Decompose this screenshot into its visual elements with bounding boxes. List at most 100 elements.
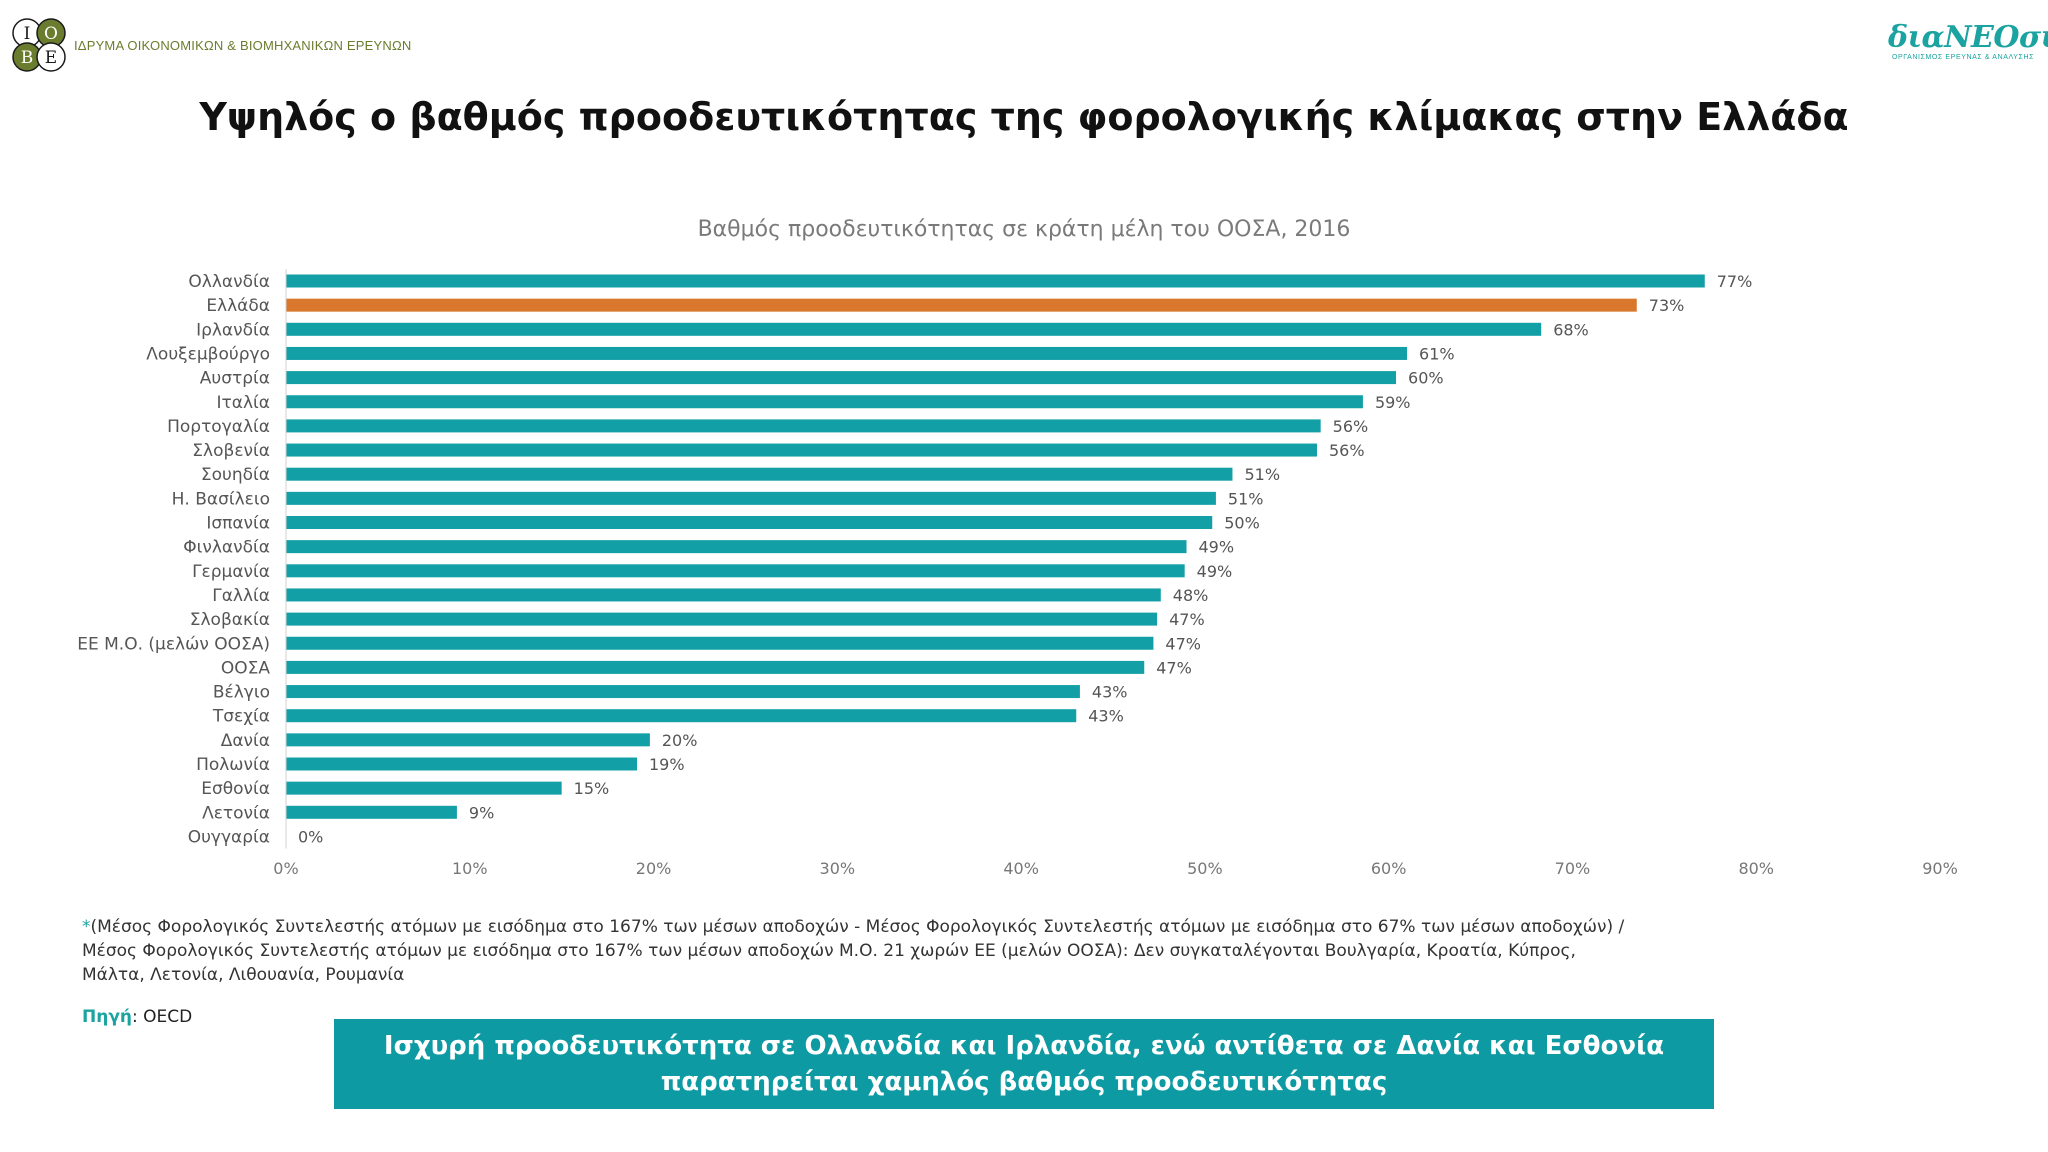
bar — [286, 660, 1145, 674]
category-label: Ισπανία — [206, 514, 270, 534]
value-labels: 77% 73% 68% 61% 60% 59% 56% 56% 51% 51% 50% 49% 49% 4… — [298, 272, 1752, 846]
value-label: 47% — [1165, 634, 1201, 653]
category-label: Γερμανία — [192, 562, 270, 582]
page-title: Υψηλός ο βαθμός προοδευτικότητας της φορ… — [199, 95, 1849, 139]
x-tick-label: 40% — [1003, 859, 1039, 878]
value-label: 56% — [1329, 441, 1365, 460]
category-label: Λετονία — [202, 803, 270, 823]
bar — [286, 371, 1397, 385]
x-axis-ticks: 0% 10% 20% 30% 40% 50% 60% 70% 80% 90% — [273, 859, 1957, 878]
value-label: 47% — [1169, 610, 1205, 629]
category-label: Δανία — [221, 731, 270, 751]
footnote-star: * — [82, 917, 91, 937]
footnote: *(Μέσος Φορολογικός Συντελεστής ατόμων μ… — [82, 915, 1642, 987]
dianeosis-subtitle: ΟΡΓΑΝΙΣΜΟΣ ΕΡΕΥΝΑΣ & ΑΝΑΛΥΣΗΣ — [1891, 54, 2035, 61]
value-label: 47% — [1156, 658, 1192, 677]
x-tick-label: 20% — [636, 859, 672, 878]
bar — [286, 346, 1408, 360]
bars-group — [286, 274, 1705, 819]
category-label: ΕΕ Μ.Ο. (μελών ΟΟΣΑ) — [77, 634, 270, 654]
bar — [286, 588, 1161, 602]
dianeosis-name: διαΝΕΟσις — [1888, 20, 2048, 55]
summary-banner: Ισχυρή προοδευτικότητα σε Ολλανδία και Ι… — [334, 1019, 1714, 1109]
bar — [286, 298, 1637, 312]
category-label: Η. Βασίλειο — [172, 489, 270, 509]
bar — [286, 491, 1216, 505]
value-label: 19% — [649, 755, 685, 774]
bar — [286, 564, 1185, 578]
value-label: 15% — [574, 779, 610, 798]
bar — [286, 612, 1158, 626]
bar — [286, 781, 562, 795]
value-label: 77% — [1717, 272, 1753, 291]
bar — [286, 805, 457, 819]
source: Πηγή: OECD — [82, 1007, 192, 1027]
iobe-letter-2: Ο — [44, 24, 58, 44]
iobe-logo: Ι Ο Β Ε — [12, 18, 66, 72]
category-label: Εσθονία — [201, 779, 270, 799]
category-label: Βέλγιο — [213, 683, 270, 703]
category-label: Ελλάδα — [206, 296, 270, 316]
value-label: 60% — [1408, 369, 1444, 388]
bar-chart: Βαθμός προοδευτικότητας σε κράτη μέλη το… — [77, 217, 1958, 878]
bar — [286, 467, 1233, 481]
bar — [286, 733, 650, 747]
value-label: 56% — [1333, 417, 1369, 436]
category-label: ΟΟΣΑ — [221, 658, 271, 678]
bar — [286, 274, 1705, 288]
category-label: Σλοβακία — [190, 610, 270, 630]
category-labels: Ολλανδία Ελλάδα Ιρλανδία Λουξεμβούργο Αυστρί… — [77, 272, 270, 847]
value-label: 59% — [1375, 393, 1411, 412]
category-label: Σλοβενία — [192, 441, 270, 461]
value-label: 68% — [1553, 320, 1589, 339]
x-tick-label: 70% — [1555, 859, 1591, 878]
category-label: Αυστρία — [200, 369, 270, 389]
value-label: 73% — [1649, 296, 1685, 315]
iobe-letter-1: Ι — [24, 24, 31, 44]
category-label: Τσεχία — [212, 707, 270, 727]
value-label: 49% — [1199, 538, 1235, 557]
value-label: 51% — [1228, 489, 1264, 508]
footnote-text: (Μέσος Φορολογικός Συντελεστής ατόμων με… — [82, 917, 1625, 985]
category-label: Ιρλανδία — [196, 320, 270, 340]
x-tick-label: 90% — [1922, 859, 1958, 878]
value-label: 43% — [1088, 707, 1124, 726]
x-tick-label: 0% — [273, 859, 298, 878]
bar — [286, 636, 1154, 650]
category-label: Ιταλία — [217, 393, 270, 413]
category-label: Ουγγαρία — [188, 827, 270, 847]
value-label: 50% — [1224, 514, 1260, 533]
bar — [286, 443, 1317, 457]
iobe-name: ΙΔΡΥΜΑ ΟΙΚΟΝΟΜΙΚΩΝ & ΒΙΟΜΗΧΑΝΙΚΩΝ ΕΡΕΥΝΩ… — [74, 38, 412, 53]
value-label: 0% — [298, 827, 323, 846]
category-label: Πολωνία — [196, 755, 270, 775]
bar — [286, 395, 1363, 409]
x-tick-label: 10% — [452, 859, 488, 878]
chart-title: Βαθμός προοδευτικότητας σε κράτη μέλη το… — [698, 217, 1351, 242]
bar — [286, 322, 1542, 336]
source-label: Πηγή — [82, 1007, 133, 1027]
bar — [286, 709, 1077, 723]
x-tick-label: 30% — [820, 859, 856, 878]
category-label: Λουξεμβούργο — [146, 344, 270, 364]
category-label: Πορτογαλία — [167, 417, 270, 437]
value-label: 20% — [662, 731, 698, 750]
iobe-letter-3: Β — [21, 48, 34, 68]
source-value: : OECD — [132, 1007, 193, 1027]
value-label: 43% — [1092, 683, 1128, 702]
bar — [286, 685, 1080, 699]
iobe-letter-4: Ε — [45, 48, 57, 68]
value-label: 48% — [1173, 586, 1209, 605]
value-label: 61% — [1419, 344, 1455, 363]
value-label: 9% — [469, 803, 494, 822]
value-label: 51% — [1244, 465, 1280, 484]
bar — [286, 419, 1321, 433]
category-label: Γαλλία — [212, 586, 270, 606]
dianeosis-logo: διαΝΕΟσις ΟΡΓΑΝΙΣΜΟΣ ΕΡΕΥΝΑΣ & ΑΝΑΛΥΣΗΣ — [1888, 20, 2048, 62]
x-tick-label: 60% — [1371, 859, 1407, 878]
value-label: 49% — [1197, 562, 1233, 581]
bar — [286, 516, 1213, 529]
x-tick-label: 50% — [1187, 859, 1223, 878]
category-label: Σουηδία — [201, 465, 270, 485]
bar — [286, 757, 638, 771]
